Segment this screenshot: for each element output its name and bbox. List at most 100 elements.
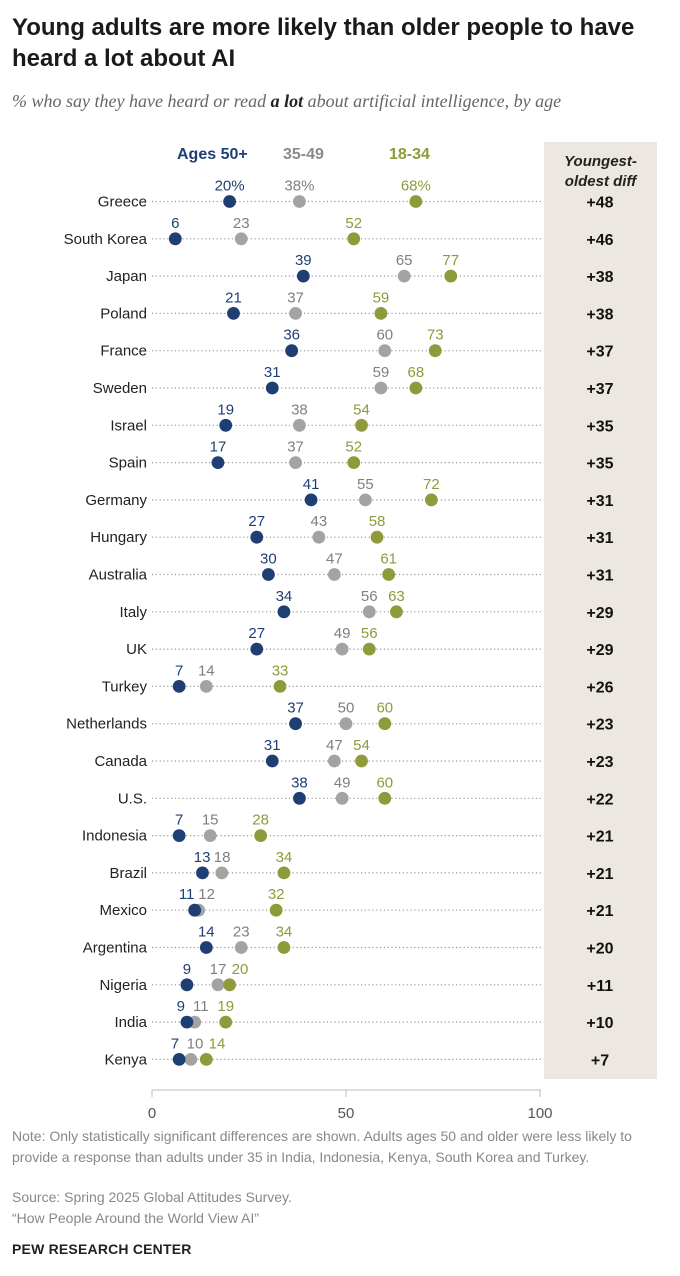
value-label-old-france: 36 bbox=[283, 327, 300, 344]
value-label-mid-australia: 47 bbox=[326, 551, 343, 568]
value-label-young-south-korea: 52 bbox=[345, 215, 362, 232]
chart-note: Note: Only statistically significant dif… bbox=[12, 1128, 632, 1165]
value-label-mid-argentina: 23 bbox=[233, 924, 250, 941]
value-label-mid-south-korea: 23 bbox=[233, 215, 250, 232]
chart-subtitle: % who say they have heard or read a lot … bbox=[12, 89, 652, 113]
value-label-mid-japan: 65 bbox=[396, 252, 413, 269]
value-label-old-spain: 17 bbox=[210, 439, 227, 456]
dot-young-japan bbox=[444, 269, 458, 283]
dot-old-poland bbox=[227, 307, 240, 320]
value-label-old-uk: 27 bbox=[248, 625, 265, 642]
diff-value-u-s: +22 bbox=[586, 791, 613, 808]
dot-young-sweden bbox=[409, 381, 423, 395]
x-tick-label: 100 bbox=[527, 1105, 552, 1122]
dot-old-u-s bbox=[293, 791, 306, 805]
diff-value-greece: +48 bbox=[586, 195, 613, 212]
legend-ages-35-49: 35-49 bbox=[283, 146, 324, 163]
dot-young-kenya bbox=[199, 1053, 213, 1066]
dot-mid-nigeria bbox=[211, 978, 225, 992]
country-label-sweden: Sweden bbox=[93, 380, 147, 397]
dot-mid-indonesia bbox=[203, 829, 217, 842]
legend-ages-18-34: 18-34 bbox=[389, 146, 430, 163]
value-label-old-hungary: 27 bbox=[248, 513, 265, 530]
value-label-mid-israel: 38 bbox=[291, 401, 308, 418]
subtitle-emphasis: a lot bbox=[270, 91, 304, 111]
dot-old-italy bbox=[277, 605, 291, 619]
country-label-japan: Japan bbox=[106, 268, 147, 285]
value-label-mid-u-s: 49 bbox=[334, 774, 351, 791]
diff-value-nigeria: +11 bbox=[587, 978, 613, 995]
value-label-mid-germany: 55 bbox=[357, 476, 374, 493]
dot-young-u-s bbox=[378, 791, 392, 805]
dot-young-hungary bbox=[370, 530, 384, 544]
value-label-mid-mexico: 12 bbox=[198, 886, 215, 903]
country-label-greece: Greece bbox=[98, 194, 147, 211]
value-label-mid-italy: 56 bbox=[361, 588, 378, 605]
dot-young-brazil bbox=[277, 866, 291, 880]
value-label-old-netherlands: 37 bbox=[287, 700, 304, 717]
diff-value-hungary: +31 bbox=[586, 530, 613, 547]
value-label-young-india: 19 bbox=[217, 998, 234, 1015]
value-label-young-netherlands: 60 bbox=[376, 700, 393, 717]
dot-old-greece bbox=[223, 195, 237, 208]
value-label-old-italy: 34 bbox=[276, 588, 293, 605]
value-label-young-argentina: 34 bbox=[276, 924, 293, 941]
country-label-germany: Germany bbox=[85, 492, 147, 509]
value-label-young-brazil: 34 bbox=[276, 849, 293, 866]
dot-old-brazil bbox=[196, 866, 209, 880]
value-label-young-canada: 54 bbox=[353, 737, 370, 754]
dot-mid-poland bbox=[289, 307, 302, 320]
value-label-old-japan: 39 bbox=[295, 252, 312, 269]
dot-old-uk bbox=[250, 642, 264, 656]
diff-value-germany: +31 bbox=[586, 493, 613, 510]
dot-young-south-korea bbox=[347, 232, 361, 246]
value-label-young-poland: 59 bbox=[373, 289, 390, 306]
dot-mid-kenya bbox=[184, 1053, 198, 1066]
dot-mid-australia bbox=[327, 568, 341, 581]
value-label-old-argentina: 14 bbox=[198, 924, 215, 941]
value-label-old-india: 9 bbox=[177, 998, 185, 1015]
value-label-young-australia: 61 bbox=[380, 551, 397, 568]
report-title: “How People Around the World View AI” bbox=[12, 1210, 259, 1226]
country-label-mexico: Mexico bbox=[99, 902, 147, 919]
dot-old-mexico bbox=[188, 903, 202, 917]
value-label-mid-hungary: 43 bbox=[310, 513, 327, 530]
country-label-u-s: U.S. bbox=[118, 790, 147, 807]
diff-column-background bbox=[544, 142, 657, 1079]
country-label-argentina: Argentina bbox=[83, 940, 148, 957]
country-label-kenya: Kenya bbox=[104, 1051, 147, 1068]
value-label-old-south-korea: 6 bbox=[171, 215, 179, 232]
dot-young-netherlands bbox=[378, 717, 392, 731]
value-label-old-poland: 21 bbox=[225, 289, 242, 306]
country-label-australia: Australia bbox=[89, 567, 148, 584]
value-label-mid-canada: 47 bbox=[326, 737, 343, 754]
dot-old-netherlands bbox=[289, 717, 302, 731]
diff-value-poland: +38 bbox=[586, 306, 613, 323]
country-label-france: France bbox=[100, 343, 147, 360]
dot-young-uk bbox=[362, 642, 376, 656]
diff-value-turkey: +26 bbox=[586, 679, 613, 696]
country-label-south-korea: South Korea bbox=[64, 231, 148, 248]
dot-old-germany bbox=[304, 493, 318, 507]
chart-title: Young adults are more likely than older … bbox=[12, 14, 635, 72]
value-label-young-uk: 56 bbox=[361, 625, 378, 642]
dot-young-italy bbox=[390, 605, 403, 619]
country-label-indonesia: Indonesia bbox=[82, 828, 148, 845]
value-label-mid-indonesia: 15 bbox=[202, 812, 219, 829]
dot-young-australia bbox=[382, 568, 396, 581]
value-label-mid-brazil: 18 bbox=[214, 849, 231, 866]
value-label-mid-uk: 49 bbox=[334, 625, 351, 642]
value-label-young-kenya: 14 bbox=[209, 1035, 226, 1052]
dot-mid-uk bbox=[335, 642, 349, 656]
dot-mid-brazil bbox=[215, 866, 229, 880]
dot-old-turkey bbox=[172, 680, 186, 693]
country-label-turkey: Turkey bbox=[102, 678, 148, 695]
dot-mid-israel bbox=[293, 418, 306, 432]
value-label-mid-sweden: 59 bbox=[373, 364, 390, 381]
dot-mid-sweden bbox=[374, 381, 388, 395]
dot-old-south-korea bbox=[168, 232, 182, 246]
dot-old-indonesia bbox=[172, 829, 186, 842]
dot-mid-hungary bbox=[312, 530, 326, 544]
diff-value-canada: +23 bbox=[586, 754, 613, 771]
dot-young-indonesia bbox=[254, 829, 268, 842]
